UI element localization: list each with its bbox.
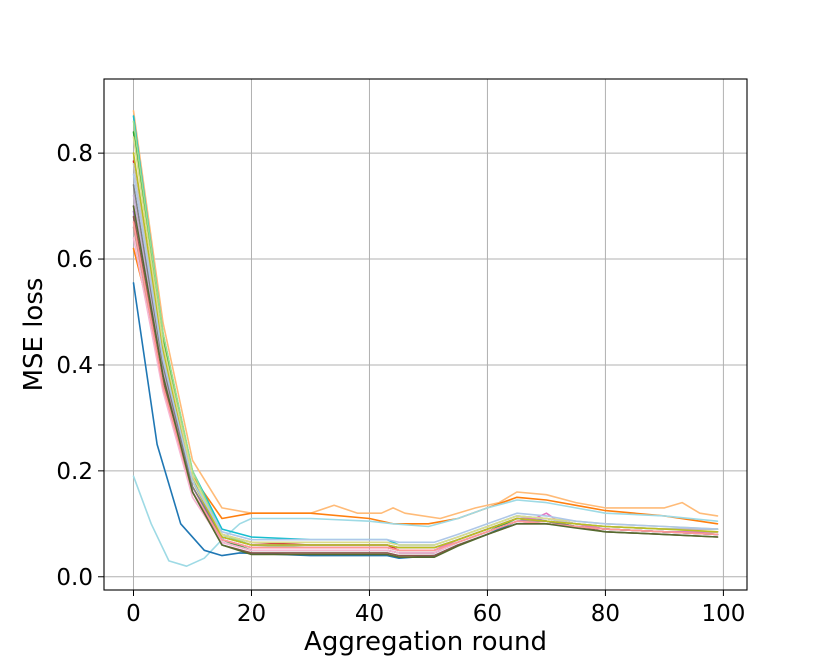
series-line-3: [132, 475, 719, 567]
series-line-21: [132, 205, 719, 558]
series-line-2: [132, 247, 719, 525]
grid: [104, 79, 747, 590]
y-tick-label: 0.6: [56, 247, 93, 273]
series-line-19: [132, 173, 719, 544]
x-tick-label: 60: [473, 601, 502, 627]
series-line-17: [132, 152, 719, 549]
y-axis-label: MSE loss: [19, 278, 49, 392]
y-tick-label: 0.2: [56, 459, 93, 485]
x-tick-label: 80: [591, 601, 620, 627]
x-tick-label: 20: [237, 601, 266, 627]
x-axis-label: Aggregation round: [304, 627, 547, 657]
y-tick-label: 0.4: [56, 353, 93, 379]
x-tick-label: 0: [126, 601, 141, 627]
plot-frame: [103, 78, 748, 591]
series-line-20: [132, 221, 719, 552]
x-tick-label: 40: [355, 601, 384, 627]
y-tick-label: 0.0: [56, 565, 93, 591]
y-axis-ticks: 0.0 0.2 0.4 0.6 0.8: [56, 141, 104, 591]
x-tick-label: 100: [701, 601, 745, 627]
y-tick-label: 0.8: [56, 141, 93, 167]
x-axis-ticks: 0 20 40 60 80 100: [126, 590, 745, 627]
series-lines: [132, 110, 719, 567]
series-line-1: [132, 110, 719, 520]
